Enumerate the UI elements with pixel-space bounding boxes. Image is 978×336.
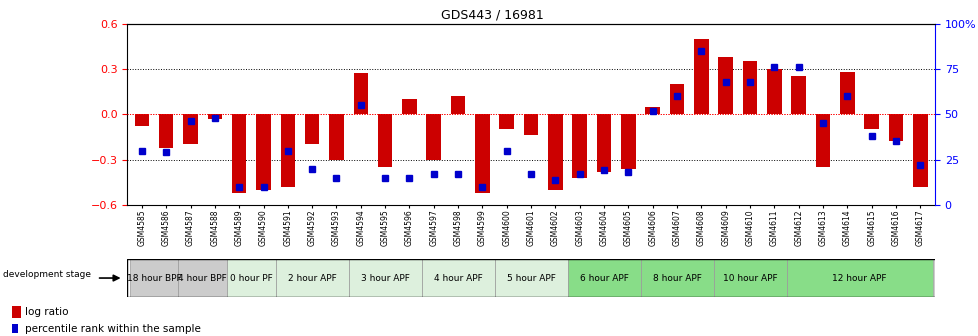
Bar bbox=[256, 114, 271, 190]
Bar bbox=[572, 114, 587, 178]
Bar bbox=[669, 84, 684, 114]
Bar bbox=[815, 114, 829, 167]
Bar bbox=[348, 259, 422, 297]
Bar bbox=[785, 259, 932, 297]
Bar bbox=[304, 114, 319, 144]
Bar bbox=[232, 114, 246, 193]
Bar bbox=[158, 114, 173, 148]
Bar bbox=[499, 114, 513, 129]
Bar bbox=[12, 324, 18, 333]
Text: 5 hour APF: 5 hour APF bbox=[507, 274, 555, 283]
Bar bbox=[329, 114, 343, 160]
Bar bbox=[640, 259, 713, 297]
Bar bbox=[281, 114, 294, 187]
Text: 4 hour BPF: 4 hour BPF bbox=[178, 274, 227, 283]
Text: 8 hour APF: 8 hour APF bbox=[652, 274, 701, 283]
Text: 4 hour APF: 4 hour APF bbox=[433, 274, 482, 283]
Text: 10 hour APF: 10 hour APF bbox=[722, 274, 777, 283]
Text: GDS443 / 16981: GDS443 / 16981 bbox=[440, 8, 543, 22]
Bar bbox=[912, 114, 927, 187]
Bar bbox=[227, 259, 276, 297]
Bar bbox=[693, 39, 708, 114]
Bar bbox=[523, 114, 538, 135]
Text: 0 hour PF: 0 hour PF bbox=[230, 274, 273, 283]
Text: 2 hour APF: 2 hour APF bbox=[288, 274, 336, 283]
Bar bbox=[567, 259, 640, 297]
Bar bbox=[134, 114, 149, 126]
Bar bbox=[839, 72, 854, 114]
Bar bbox=[718, 57, 733, 114]
Bar bbox=[426, 114, 441, 160]
Bar bbox=[378, 114, 392, 167]
Text: percentile rank within the sample: percentile rank within the sample bbox=[25, 324, 201, 334]
Bar bbox=[864, 114, 878, 129]
Bar bbox=[742, 61, 757, 114]
Bar bbox=[645, 107, 659, 114]
Bar bbox=[12, 306, 22, 318]
Text: 18 hour BPF: 18 hour BPF bbox=[126, 274, 181, 283]
Bar bbox=[548, 114, 562, 190]
Text: 12 hour APF: 12 hour APF bbox=[831, 274, 886, 283]
Bar bbox=[713, 259, 785, 297]
Bar bbox=[207, 114, 222, 119]
Bar bbox=[888, 114, 903, 141]
Text: log ratio: log ratio bbox=[25, 307, 68, 317]
Bar bbox=[450, 96, 465, 114]
Text: 3 hour APF: 3 hour APF bbox=[360, 274, 409, 283]
Bar bbox=[422, 259, 494, 297]
Bar bbox=[353, 74, 368, 114]
Text: development stage: development stage bbox=[3, 270, 90, 279]
Bar bbox=[597, 114, 611, 172]
Bar bbox=[767, 69, 780, 114]
Bar bbox=[178, 259, 227, 297]
Bar bbox=[402, 99, 417, 114]
Bar bbox=[790, 77, 805, 114]
Text: 6 hour APF: 6 hour APF bbox=[579, 274, 628, 283]
Bar bbox=[474, 114, 489, 193]
Bar bbox=[129, 259, 178, 297]
Bar bbox=[494, 259, 567, 297]
Bar bbox=[620, 114, 635, 169]
Bar bbox=[183, 114, 198, 144]
Bar bbox=[276, 259, 348, 297]
